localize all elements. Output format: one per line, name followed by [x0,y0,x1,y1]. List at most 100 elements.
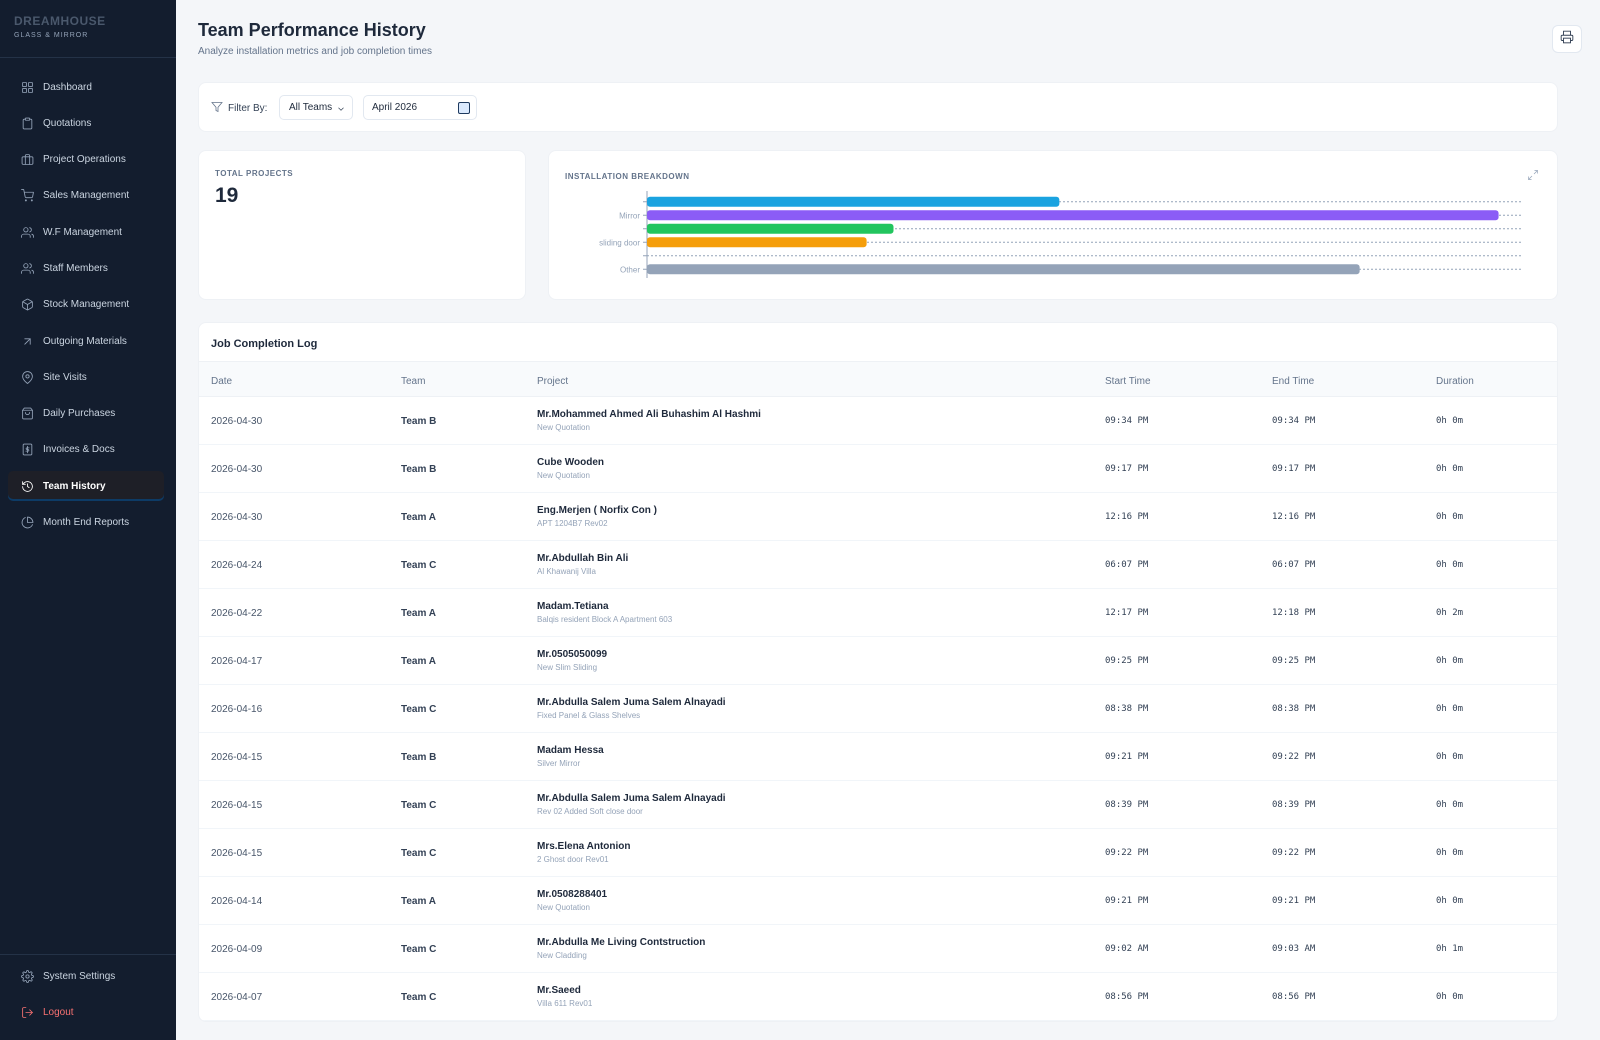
total-projects-card: TOTAL PROJECTS 19 [198,150,526,300]
expand-icon[interactable] [1527,168,1539,180]
column-header-date[interactable]: Date [211,376,233,387]
sidebar-item-invoices-docs[interactable]: Invoices & Docs [8,435,164,465]
row-duration: 0h 0m [1436,896,1464,906]
row-project: Mrs.Elena Antonion 2 Ghost door Rev01 [537,841,631,864]
sidebar-item-system-settings[interactable]: System Settings [8,961,164,991]
row-start-time: 09:21 PM [1105,896,1149,906]
row-duration: 0h 0m [1436,656,1464,666]
sidebar-item-project-operations[interactable]: Project Operations [8,145,164,175]
printer-icon [1560,30,1574,49]
pie-chart-icon [20,516,34,530]
page-subtitle: Analyze installation metrics and job com… [198,46,432,57]
sidebar-item-daily-purchases[interactable]: Daily Purchases [8,399,164,429]
table-row[interactable]: 2026-04-07 Team C Mr.Saeed Villa 611 Rev01 0… [199,973,1557,1021]
bar [647,237,867,248]
table-row[interactable]: 2026-04-16 Team C Mr.Abdulla Salem Juma Sa… [199,685,1557,733]
print-button[interactable] [1552,25,1582,53]
sidebar-item-w-f-management[interactable]: W.F Management [8,217,164,247]
column-header-duration[interactable]: Duration [1436,376,1474,387]
sidebar-item-outgoing-materials[interactable]: Outgoing Materials [8,326,164,356]
column-header-end-time[interactable]: End Time [1272,376,1315,387]
row-date: 2026-04-17 [211,656,263,667]
row-end-time: 09:34 PM [1272,416,1316,426]
table-row[interactable]: 2026-04-30 Team B Cube Wooden New Quotation… [199,445,1557,493]
project-name: Cube Wooden [537,457,605,468]
table-row[interactable]: 2026-04-17 Team A Mr.0505050099 New Slim Sl… [199,637,1557,685]
table-body: 2026-04-30 Team B Mr.Mohammed Ahmed Ali Bu… [199,397,1557,1021]
row-project: Mr.0505050099 New Slim Sliding [537,649,607,672]
sidebar-item-staff-members[interactable]: Staff Members [8,253,164,283]
total-projects-value: 19 [215,184,239,207]
row-date: 2026-04-22 [211,608,263,619]
row-duration: 0h 0m [1436,992,1464,1002]
row-end-time: 08:56 PM [1272,992,1316,1002]
sidebar-item-label: Invoices & Docs [43,444,115,456]
row-date: 2026-04-24 [211,560,263,571]
row-duration: 0h 0m [1436,848,1464,858]
table-row[interactable]: 2026-04-15 Team B Madam Hessa Silver Mirror… [199,733,1557,781]
row-duration: 0h 0m [1436,464,1464,474]
sidebar-item-label: Project Operations [43,154,126,166]
project-detail: New Quotation [537,471,590,480]
sidebar-item-stock-management[interactable]: Stock Management [8,290,164,320]
table-row[interactable]: 2026-04-30 Team B Mr.Mohammed Ahmed Ali Bu… [199,397,1557,445]
row-end-time: 12:18 PM [1272,608,1316,618]
project-detail: Balqis resident Block A Apartment 603 [537,615,673,624]
brand-logo[interactable]: DREAMHOUSE GLASS & MIRROR [0,0,176,58]
job-completion-log: Job Completion Log Date Team Project Sta… [198,322,1558,1022]
team-select[interactable]: All Teams [279,95,353,120]
table-row[interactable]: 2026-04-22 Team A Madam.Tetiana Balqis resi… [199,589,1557,637]
sidebar-item-team-history[interactable]: Team History [8,471,164,502]
sidebar-item-site-visits[interactable]: Site Visits [8,362,164,392]
total-projects-label: TOTAL PROJECTS [215,169,294,178]
sidebar-item-dashboard[interactable]: Dashboard [8,72,164,102]
column-header-team[interactable]: Team [401,376,426,387]
filter-bar: Filter By: All Teams April 2026 [198,82,1558,132]
row-start-time: 08:38 PM [1105,704,1149,714]
column-header-start-time[interactable]: Start Time [1105,376,1151,387]
row-date: 2026-04-14 [211,896,263,907]
row-duration: 0h 0m [1436,800,1464,810]
history-icon [20,479,34,493]
row-team: Team A [401,512,437,523]
row-team: Team C [401,992,437,1003]
row-end-time: 09:03 AM [1272,944,1316,954]
row-project: Mr.Abdulla Salem Juma Salem Alnayadi Fixe… [537,697,726,720]
installation-breakdown-chart: Mirror sliding door Other [599,191,1521,278]
sidebar-item-quotations[interactable]: Quotations [8,108,164,138]
row-start-time: 09:25 PM [1105,656,1149,666]
logout-button[interactable]: Logout [8,997,164,1027]
table-row[interactable]: 2026-04-30 Team A Eng.Merjen ( Norfix Con … [199,493,1557,541]
row-start-time: 09:02 AM [1105,944,1149,954]
sidebar-item-month-end-reports[interactable]: Month End Reports [8,508,164,538]
table-row[interactable]: 2026-04-15 Team C Mr.Abdulla Salem Juma Sa… [199,781,1557,829]
team-select-value: All Teams [289,102,333,113]
row-date: 2026-04-15 [211,848,263,859]
project-name: Mr.Abdulla Salem Juma Salem Alnayadi [537,793,726,804]
y-tick-label: Mirror [619,211,640,220]
row-team: Team B [401,416,437,427]
calendar-icon[interactable] [458,102,470,114]
project-name: Mrs.Elena Antonion [537,841,631,852]
row-duration: 0h 2m [1436,608,1464,618]
table-row[interactable]: 2026-04-14 Team A Mr.0508288401 New Quotati… [199,877,1557,925]
row-date: 2026-04-30 [211,464,263,475]
filter-icon [211,101,228,116]
project-detail: New Quotation [537,903,590,912]
table-row[interactable]: 2026-04-24 Team C Mr.Abdullah Bin Ali Al Kh… [199,541,1557,589]
sidebar-item-label: Team History [43,480,106,492]
row-start-time: 08:39 PM [1105,800,1149,810]
column-header-project[interactable]: Project [537,376,569,387]
table-row[interactable]: 2026-04-15 Team C Mrs.Elena Antonion 2 Ghos… [199,829,1557,877]
sidebar-item-sales-management[interactable]: Sales Management [8,181,164,211]
row-team: Team A [401,656,437,667]
month-picker[interactable]: April 2026 [363,95,477,120]
row-start-time: 12:17 PM [1105,608,1149,618]
grid-icon [20,80,34,94]
project-name: Mr.Saeed [537,985,581,996]
table-row[interactable]: 2026-04-09 Team C Mr.Abdulla Me Living Con… [199,925,1557,973]
row-duration: 0h 0m [1436,752,1464,762]
logout-icon [20,1005,34,1019]
sidebar-item-label: Sales Management [43,190,130,202]
bar [647,210,1499,221]
